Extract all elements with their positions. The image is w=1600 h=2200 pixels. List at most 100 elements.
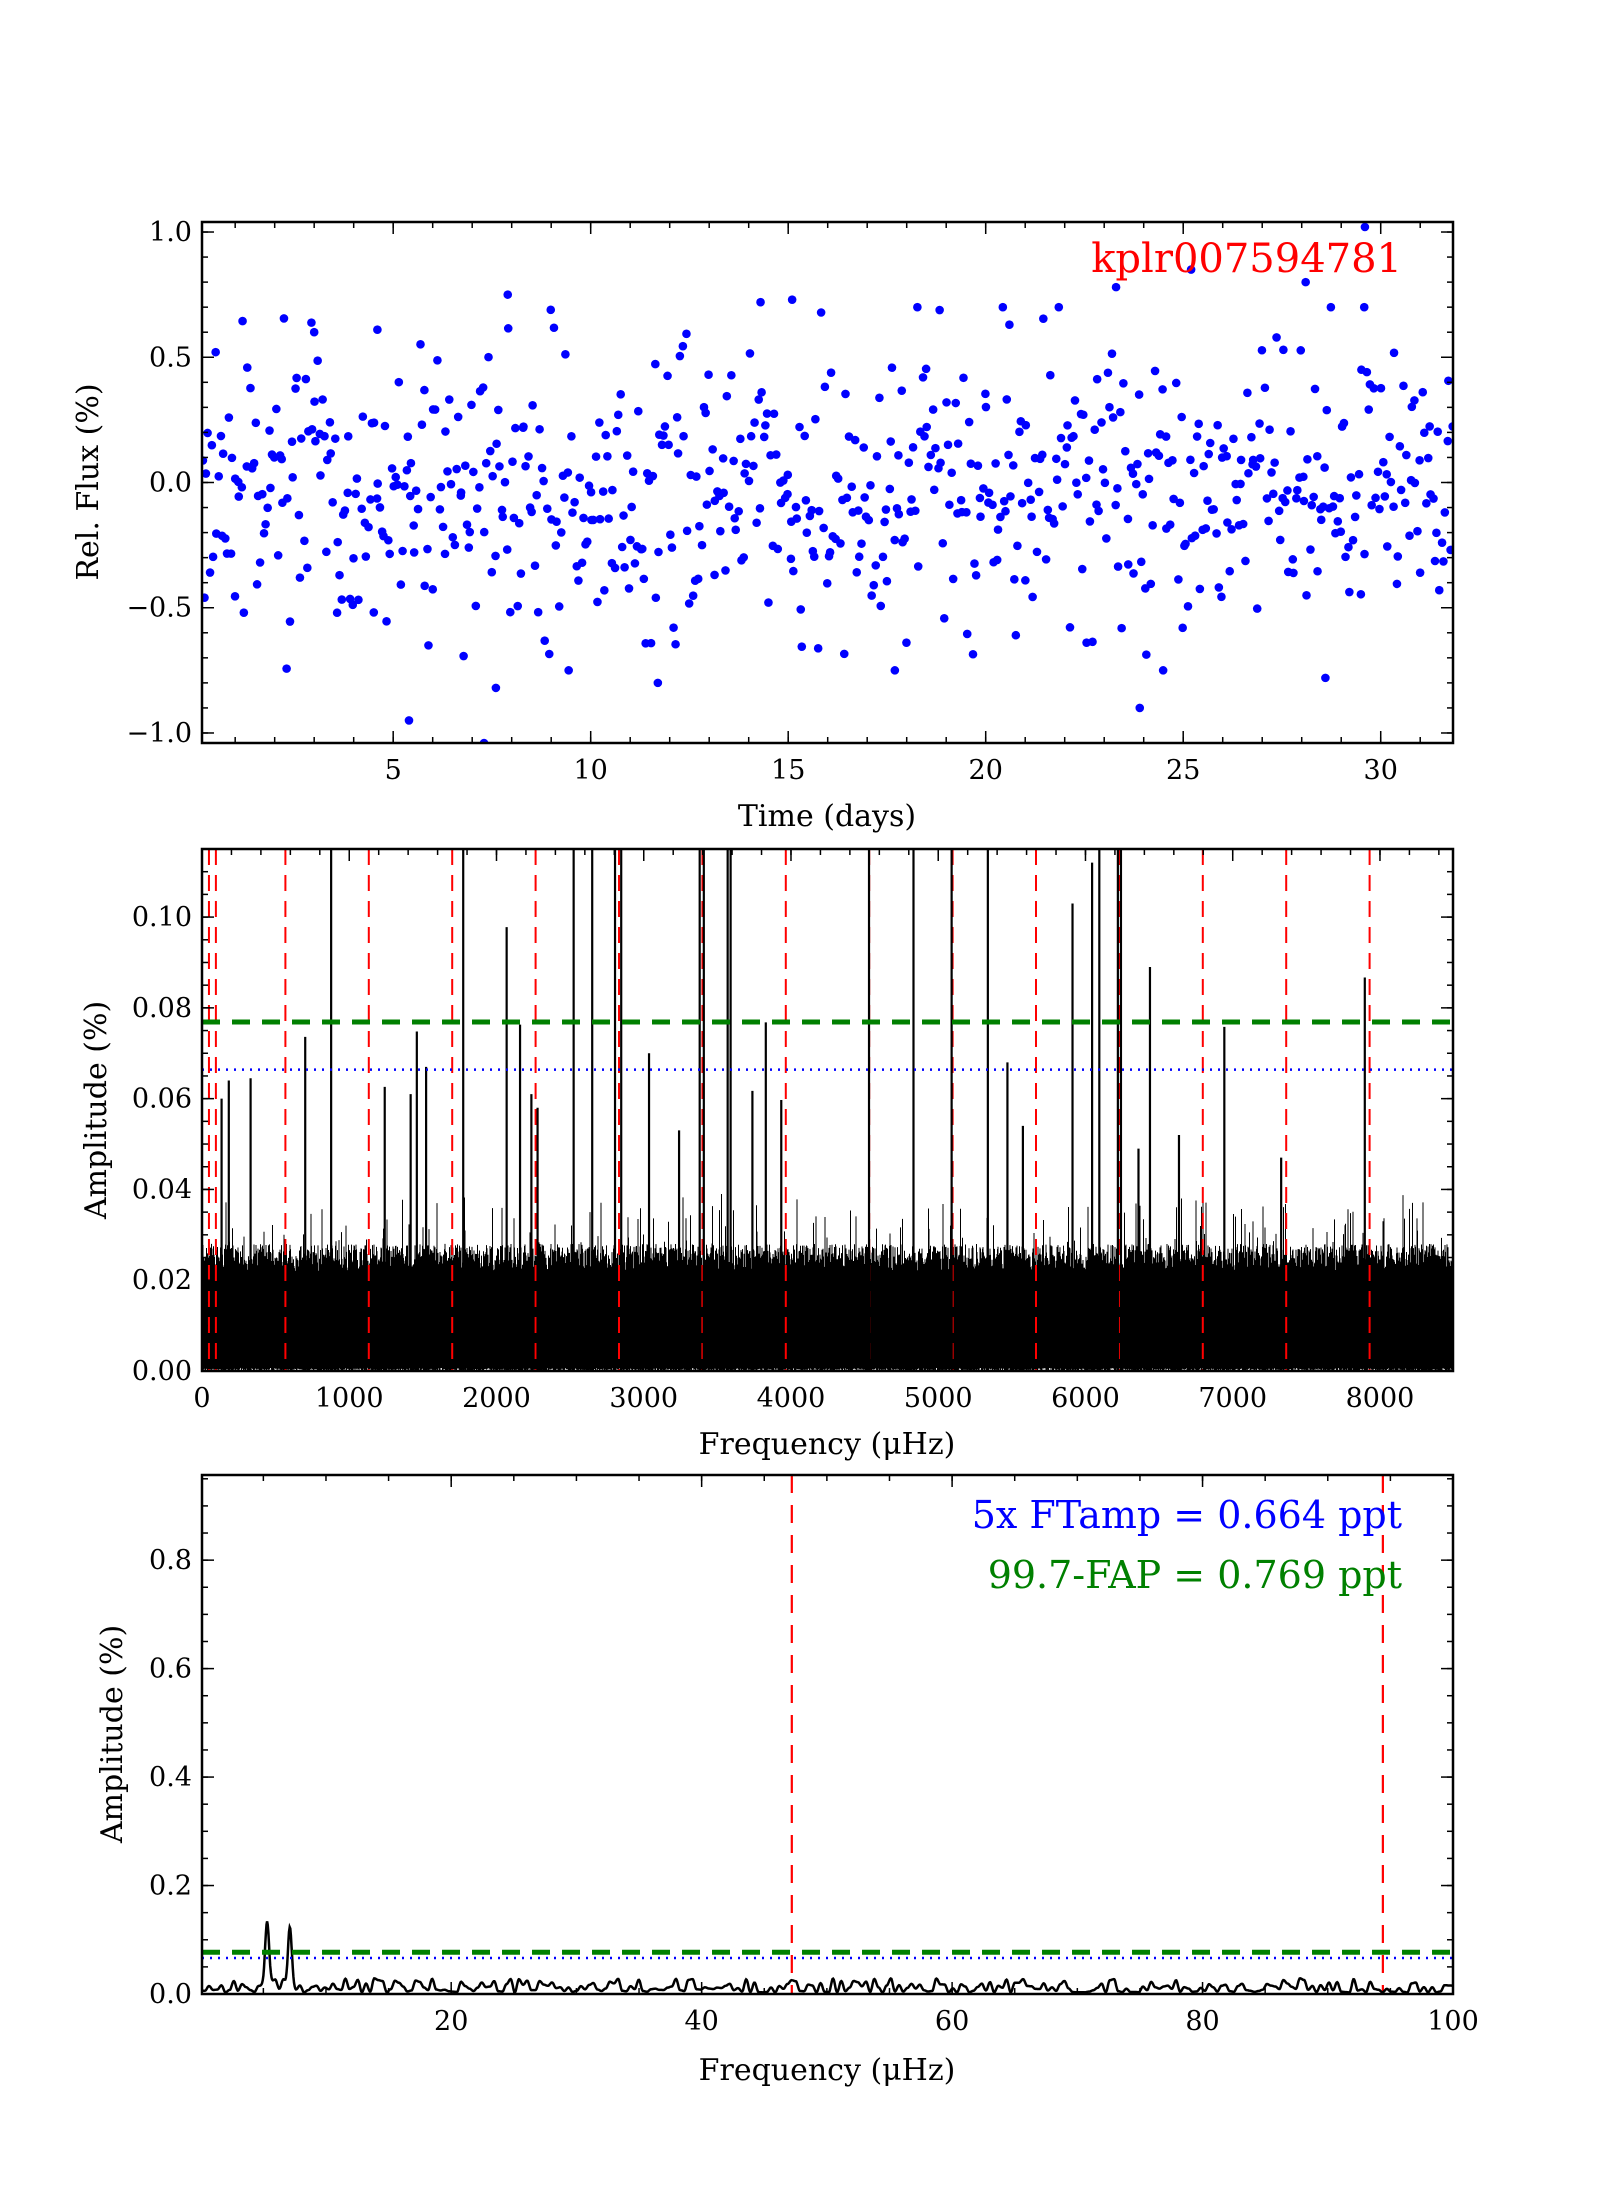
data-point [373, 479, 382, 488]
data-point [651, 359, 660, 369]
data-point [385, 549, 395, 559]
data-point [612, 426, 622, 436]
data-point [1303, 454, 1312, 464]
data-point [911, 506, 920, 516]
data-point [727, 370, 736, 380]
data-point [310, 397, 319, 406]
data-point [626, 535, 635, 545]
data-point [1243, 388, 1252, 398]
data-point [1119, 378, 1128, 388]
data-point [1092, 374, 1102, 384]
data-point [1054, 302, 1064, 312]
data-point [549, 323, 559, 333]
data-point [465, 527, 475, 537]
data-point [1382, 470, 1392, 479]
data-point [575, 473, 585, 482]
data-point [551, 541, 561, 550]
data-point [697, 540, 707, 550]
data-point [251, 418, 261, 428]
data-point [498, 512, 508, 522]
data-point [608, 485, 617, 495]
data-point [1021, 576, 1030, 585]
data-point [826, 368, 836, 377]
data-point [1309, 492, 1318, 502]
data-point [1017, 498, 1027, 508]
data-point [1248, 455, 1258, 465]
data-point [1413, 526, 1422, 536]
data-point [1098, 464, 1108, 474]
data-point [918, 373, 928, 382]
data-point [628, 467, 638, 476]
data-point [273, 551, 283, 560]
data-point [443, 467, 452, 476]
data-point [332, 608, 342, 618]
data-point [1429, 494, 1438, 503]
data-point [1063, 421, 1072, 430]
data-point [1123, 560, 1133, 569]
data-point [820, 382, 830, 392]
data-point [956, 495, 966, 505]
data-point [938, 538, 948, 548]
data-point [1255, 453, 1265, 463]
data-point [1077, 564, 1087, 574]
data-point [942, 398, 951, 407]
y-tick-label: 0.5 [149, 342, 192, 373]
data-point [1131, 479, 1141, 489]
light-curve-xlabel: Time (days) [738, 799, 916, 834]
data-point [757, 388, 766, 397]
data-point [1306, 545, 1315, 554]
data-point [695, 521, 704, 531]
data-point [530, 561, 540, 571]
data-point [567, 432, 576, 441]
data-point [881, 505, 891, 514]
data-point [926, 450, 936, 460]
data-point [603, 451, 612, 461]
data-point [630, 559, 640, 568]
data-point [1097, 418, 1106, 427]
plot-content [202, 849, 1453, 1371]
data-point [343, 432, 353, 441]
data-point [1229, 434, 1238, 444]
data-point [387, 464, 397, 473]
data-point [1410, 396, 1419, 405]
data-point [610, 563, 620, 573]
data-point [939, 613, 949, 623]
data-point [584, 481, 594, 491]
data-point [424, 641, 433, 650]
data-point [1265, 425, 1274, 434]
data-point [396, 580, 406, 589]
data-point [1142, 650, 1151, 659]
data-point [514, 518, 524, 528]
data-point [428, 585, 438, 594]
data-point [205, 568, 215, 577]
data-point [1336, 527, 1346, 536]
data-point [1272, 333, 1281, 342]
data-point [255, 558, 265, 567]
data-point [1367, 500, 1376, 510]
data-point [311, 436, 320, 446]
data-point [494, 405, 503, 415]
data-point [1113, 484, 1122, 493]
data-point [533, 607, 543, 617]
ftamp-annotation: 5x FTamp = 0.664 ppt [972, 1493, 1402, 1537]
data-point [1002, 395, 1012, 404]
data-point [214, 472, 224, 481]
data-point [842, 493, 852, 503]
data-point [1415, 455, 1424, 465]
data-point [513, 601, 523, 611]
data-point [755, 503, 765, 513]
data-point [885, 484, 895, 494]
data-point [211, 347, 220, 357]
data-point [452, 464, 461, 474]
data-point [484, 352, 493, 362]
data-point [1443, 436, 1453, 446]
y-tick-label: −0.5 [126, 593, 192, 624]
x-tick-label: 2000 [462, 1383, 531, 1414]
data-point [1045, 370, 1055, 380]
data-point [218, 449, 228, 459]
data-point [598, 487, 608, 496]
data-point [627, 502, 636, 512]
data-point [872, 452, 882, 461]
data-point [1051, 454, 1061, 464]
